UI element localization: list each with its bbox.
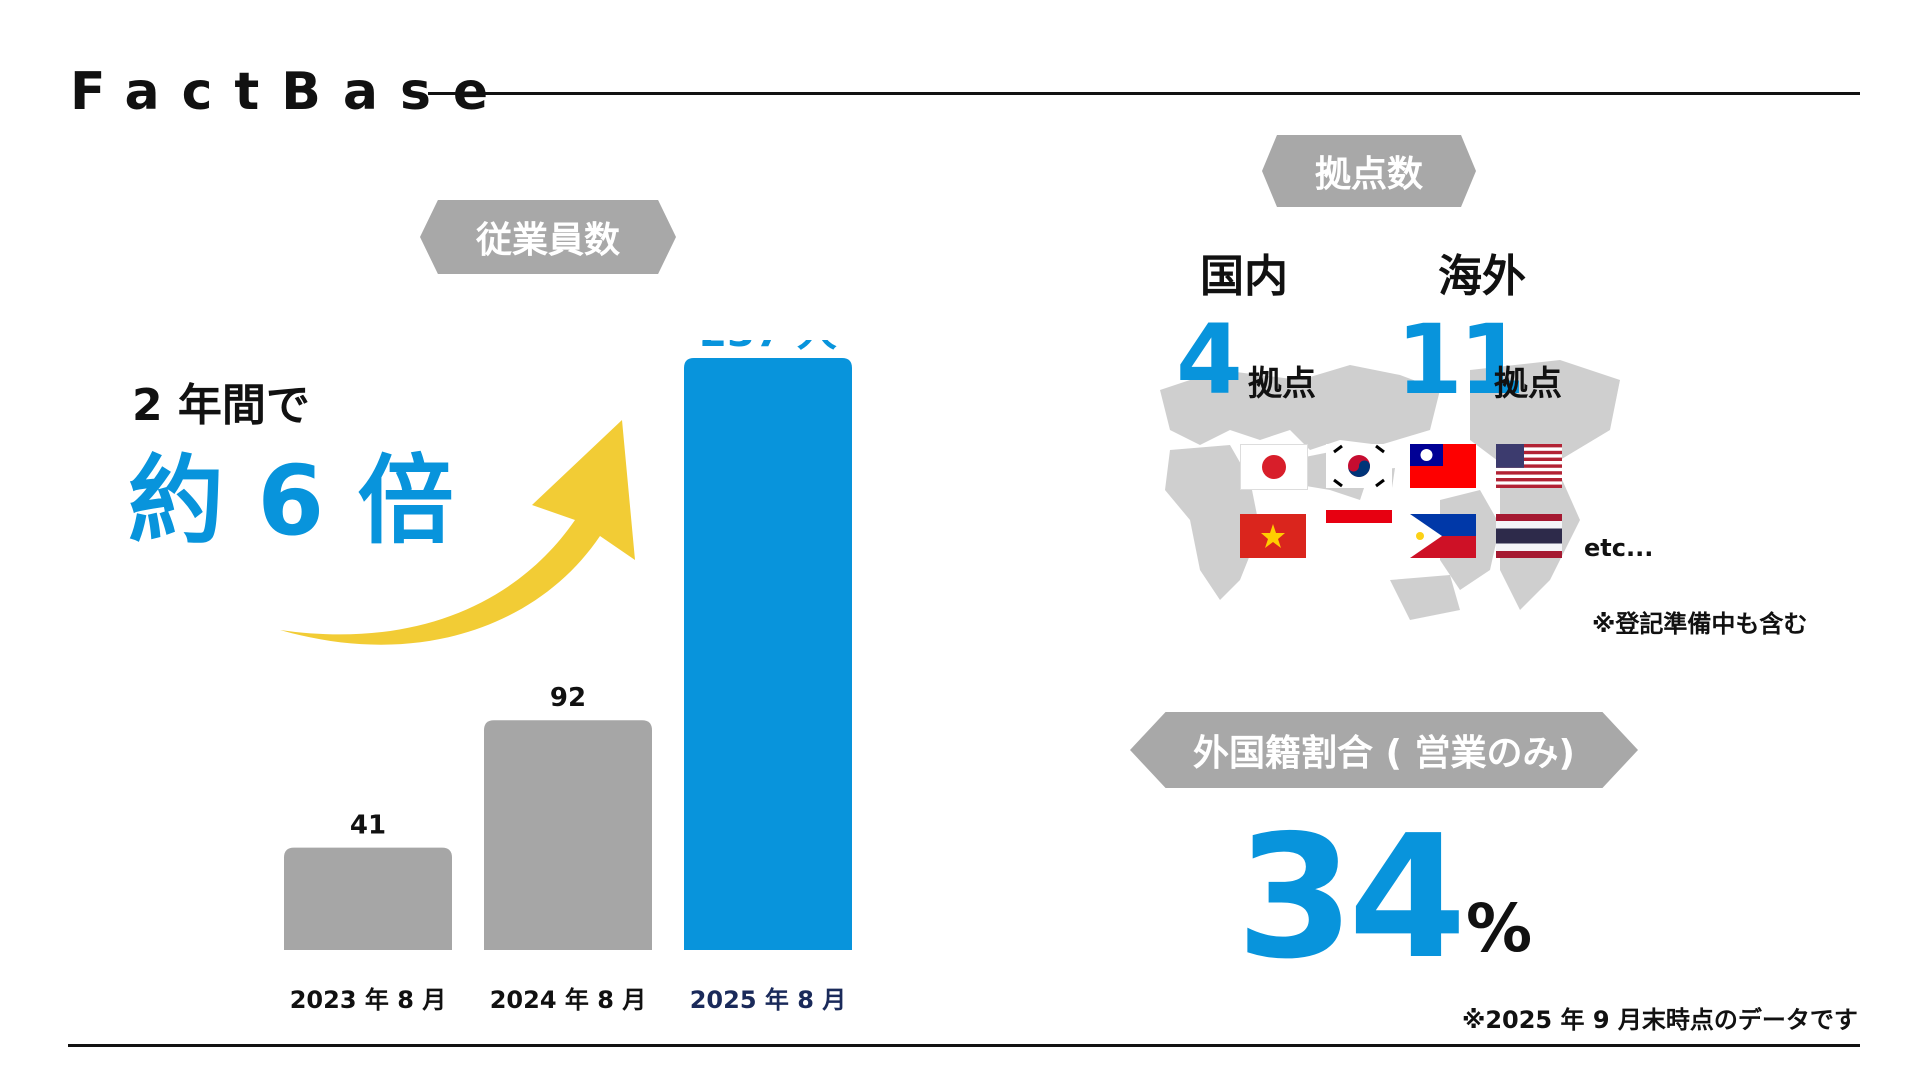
growth-arrow-icon [280,420,635,645]
taiwan-flag-icon [1410,444,1476,488]
philippines-flag-icon [1410,514,1476,558]
category-label-0: 2023 年 8 月 [290,986,447,1014]
overseas-count: 11 [1396,304,1526,416]
usa-flag-icon [1496,444,1562,488]
overseas-unit: 拠点 [1494,364,1562,404]
flags-etc-label: etc... [1584,534,1654,562]
thailand-flag-icon [1496,514,1562,558]
bar-2 [684,358,852,950]
employee-bar-chart: 41 2023 年 8 月 92 2024 年 8 月 237 人 2025 年 8 月 [284,340,852,1014]
bases-tag: 拠点数 [1262,135,1476,207]
indonesia-flag-icon [1326,510,1392,536]
employees-tag: 従業員数 [420,200,676,274]
headline-line2: 約 6 倍 [128,445,454,557]
south-korea-flag-icon [1326,444,1392,488]
bar-0 [284,847,452,950]
domestic-count: 4 [1176,304,1243,416]
foreign-ratio-tag: 外国籍割合 ( 営業のみ) [1130,712,1638,788]
brand-logo-text: FactBase [70,62,511,122]
domestic-label: 国内 [1200,251,1288,302]
foreign-ratio-value: 34 [1236,799,1467,997]
bar-value-label-0: 41 [350,811,386,841]
vietnam-flag-icon [1240,514,1306,558]
footnote: ※2025 年 9 月末時点のデータです [1462,1006,1858,1034]
footer-divider [68,1044,1860,1047]
japan-flag-icon [1240,444,1308,490]
bases-note: ※登記準備中も含む [1592,610,1808,638]
header-divider [428,92,1860,95]
overseas-label: 海外 [1438,251,1526,302]
headline-line1: 2 年間で [132,380,310,431]
domestic-unit: 拠点 [1248,364,1316,404]
bar-value-label-1: 92 [550,683,586,713]
category-label-1: 2024 年 8 月 [490,986,647,1014]
bar-value-label-2: 237 人 [699,340,836,356]
category-label-2: 2025 年 8 月 [690,986,847,1014]
bar-1 [484,720,652,950]
foreign-ratio-unit: % [1466,890,1533,967]
